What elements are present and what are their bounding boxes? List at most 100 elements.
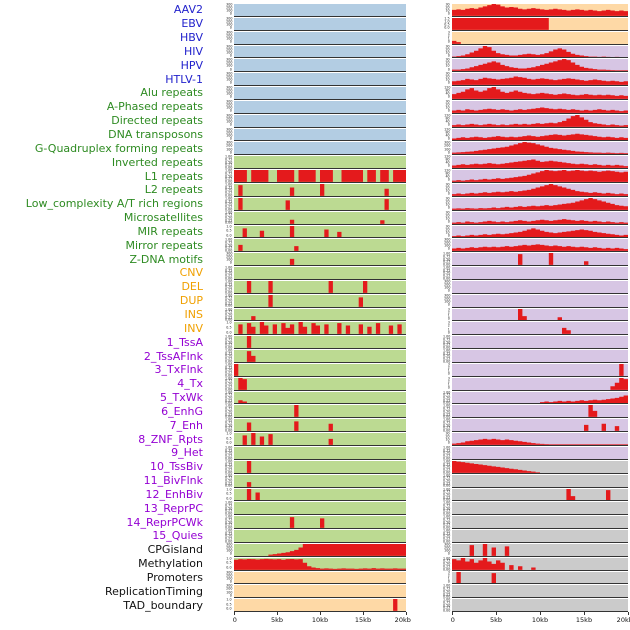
track-row: 1_TssA 1.00 0.75 0.50 0.25 0.00 1.00 0.75 0.50 0.…	[0, 335, 628, 350]
y-tick-label: 0.25	[442, 426, 450, 431]
track-plot-right	[452, 253, 628, 267]
row-label: AAV2	[173, 3, 203, 17]
y-tick-label: 1.00	[442, 335, 450, 340]
y-tick-label: 30	[445, 182, 450, 187]
track-row: 7_Enh 1.00 0.75 0.50 0.25 0.00 1.00 0.75 0.50 0.2…	[0, 418, 628, 433]
y-tick-label: 0	[447, 385, 450, 390]
track-plot-right	[452, 267, 628, 280]
y-tick-label: 0.50	[224, 479, 232, 483]
y-tick-label: 1.5	[444, 16, 450, 21]
y-tick-label: 0	[447, 316, 450, 321]
y-tick-label: 0.25	[224, 218, 232, 223]
y-tick-label: 0.00	[224, 179, 232, 183]
y-axis-ticks: 1.00 0.75 0.50 0.25 0.00	[206, 183, 234, 197]
y-axis-ticks: 30 20 10 0	[406, 72, 452, 86]
track-plot-right	[452, 405, 628, 419]
y-axis-ticks: 1.00 0.75 0.50 0.25 0.00	[406, 404, 452, 418]
y-axis-ticks: 300 200 100 0	[206, 17, 234, 31]
y-axis-ticks: 1.00 0.75 0.50 0.25 0.00	[206, 280, 234, 293]
y-tick-label: 0.00	[442, 595, 450, 599]
y-tick-label: 80	[445, 158, 450, 163]
y-tick-label: 2	[447, 310, 450, 315]
track-plot-left	[234, 142, 406, 156]
y-axis-ticks: 1.00 0.75 0.50 0.25 0.00	[206, 197, 234, 211]
y-axis-ticks: 120 80 40 0	[406, 114, 452, 128]
y-tick-label: 1.00	[442, 459, 450, 464]
track-plot-left	[234, 253, 406, 267]
y-tick-label: 0.5	[226, 436, 232, 441]
y-tick-label: 100	[443, 285, 450, 290]
y-tick-label: 0.50	[442, 465, 450, 470]
y-tick-label: 120	[443, 86, 450, 90]
track-plot-left	[234, 280, 406, 294]
y-tick-label: 20	[445, 185, 450, 190]
y-tick-label: 0.25	[224, 509, 232, 514]
y-tick-label: 0.50	[224, 465, 232, 470]
y-tick-label: 0.00	[224, 193, 232, 197]
y-tick-label: 1.00	[224, 446, 232, 450]
x-tick-mark	[628, 612, 629, 615]
y-tick-label: 0.00	[224, 221, 232, 225]
y-tick-label: 30	[445, 72, 450, 77]
y-tick-label: 1	[447, 313, 450, 318]
y-tick-label: 0	[229, 593, 232, 598]
y-tick-label: 0.75	[224, 462, 232, 467]
y-tick-label: 0.00	[224, 207, 232, 211]
y-tick-label: 1	[447, 576, 450, 581]
x-tick-mark	[277, 612, 278, 615]
y-tick-label: 0	[447, 81, 450, 86]
y-axis-ticks: 1.00 0.75 0.50 0.25 0.00	[206, 418, 234, 432]
track-plot-right	[452, 474, 628, 488]
y-tick-label: 0.25	[442, 260, 450, 265]
y-tick-label: 1.00	[442, 390, 450, 395]
y-tick-label: 1	[447, 368, 450, 373]
y-axis-ticks: 1.00 0.75 0.50 0.25 0.00	[406, 266, 452, 279]
row-label: Promoters	[146, 571, 203, 585]
y-tick-label: 0.50	[442, 492, 450, 497]
y-tick-label: 1.00	[442, 418, 450, 423]
y-tick-label: 200	[225, 545, 232, 550]
track-plot-right	[452, 211, 628, 225]
row-label: 9_Het	[171, 446, 203, 460]
y-tick-label: 0	[229, 150, 232, 155]
track-row: 9_Het 1.00 0.75 0.50 0.25 0.00 1.00 0.75 0.50 0.2…	[0, 446, 628, 460]
y-tick-label: 20	[445, 75, 450, 80]
y-tick-label: 0.75	[224, 282, 232, 287]
y-tick-label: 0.50	[224, 174, 232, 179]
y-tick-label: 1.00	[224, 169, 232, 173]
y-tick-label: 2	[447, 365, 450, 370]
x-tick-mark	[363, 612, 364, 615]
y-tick-label: 2	[447, 573, 450, 578]
row-label: L1 repeats	[144, 169, 203, 183]
y-axis-ticks: 1.0 0.5 0.0	[206, 321, 234, 335]
y-tick-label: 0.5	[226, 325, 232, 330]
track-plot-right	[452, 530, 628, 543]
y-axis-ticks: 1.00 0.75 0.50 0.25 0.00	[206, 294, 234, 307]
row-label: 6_EnhG	[161, 404, 203, 418]
y-tick-label: 0.25	[224, 357, 232, 361]
y-tick-label: 0.00	[224, 249, 232, 253]
y-axis-ticks: 1.00 0.75 0.50 0.25 0.00	[206, 349, 234, 362]
y-tick-label: 100	[225, 22, 232, 27]
y-tick-label: 0.50	[442, 354, 450, 359]
y-tick-label: 0.75	[442, 531, 450, 536]
y-axis-ticks: 300 200 100 0	[406, 280, 452, 294]
y-tick-label: 300	[225, 16, 232, 21]
row-label: 15_Quies	[152, 529, 203, 543]
y-axis-ticks: 120 80 40 0	[406, 155, 452, 169]
row-label: HIV	[183, 44, 203, 58]
y-tick-label: 200	[225, 33, 232, 38]
y-tick-label: 0.50	[224, 395, 232, 400]
row-label: Methylation	[138, 557, 203, 571]
y-axis-ticks: 1.00 0.75 0.50 0.25 0.00	[406, 515, 452, 529]
y-tick-label: 0.25	[442, 592, 450, 597]
y-tick-label: 10	[445, 64, 450, 69]
track-plot-right	[452, 322, 628, 336]
track-row: MIR repeats 1.0 0.5 0.0 30 20 10 0	[0, 225, 628, 239]
y-tick-label: 0.75	[224, 379, 232, 384]
y-tick-label: 0.75	[442, 351, 450, 356]
y-tick-label: 0.75	[442, 407, 450, 411]
y-axis-ticks: 1.00 0.75 0.50 0.25 0.00	[206, 169, 234, 183]
